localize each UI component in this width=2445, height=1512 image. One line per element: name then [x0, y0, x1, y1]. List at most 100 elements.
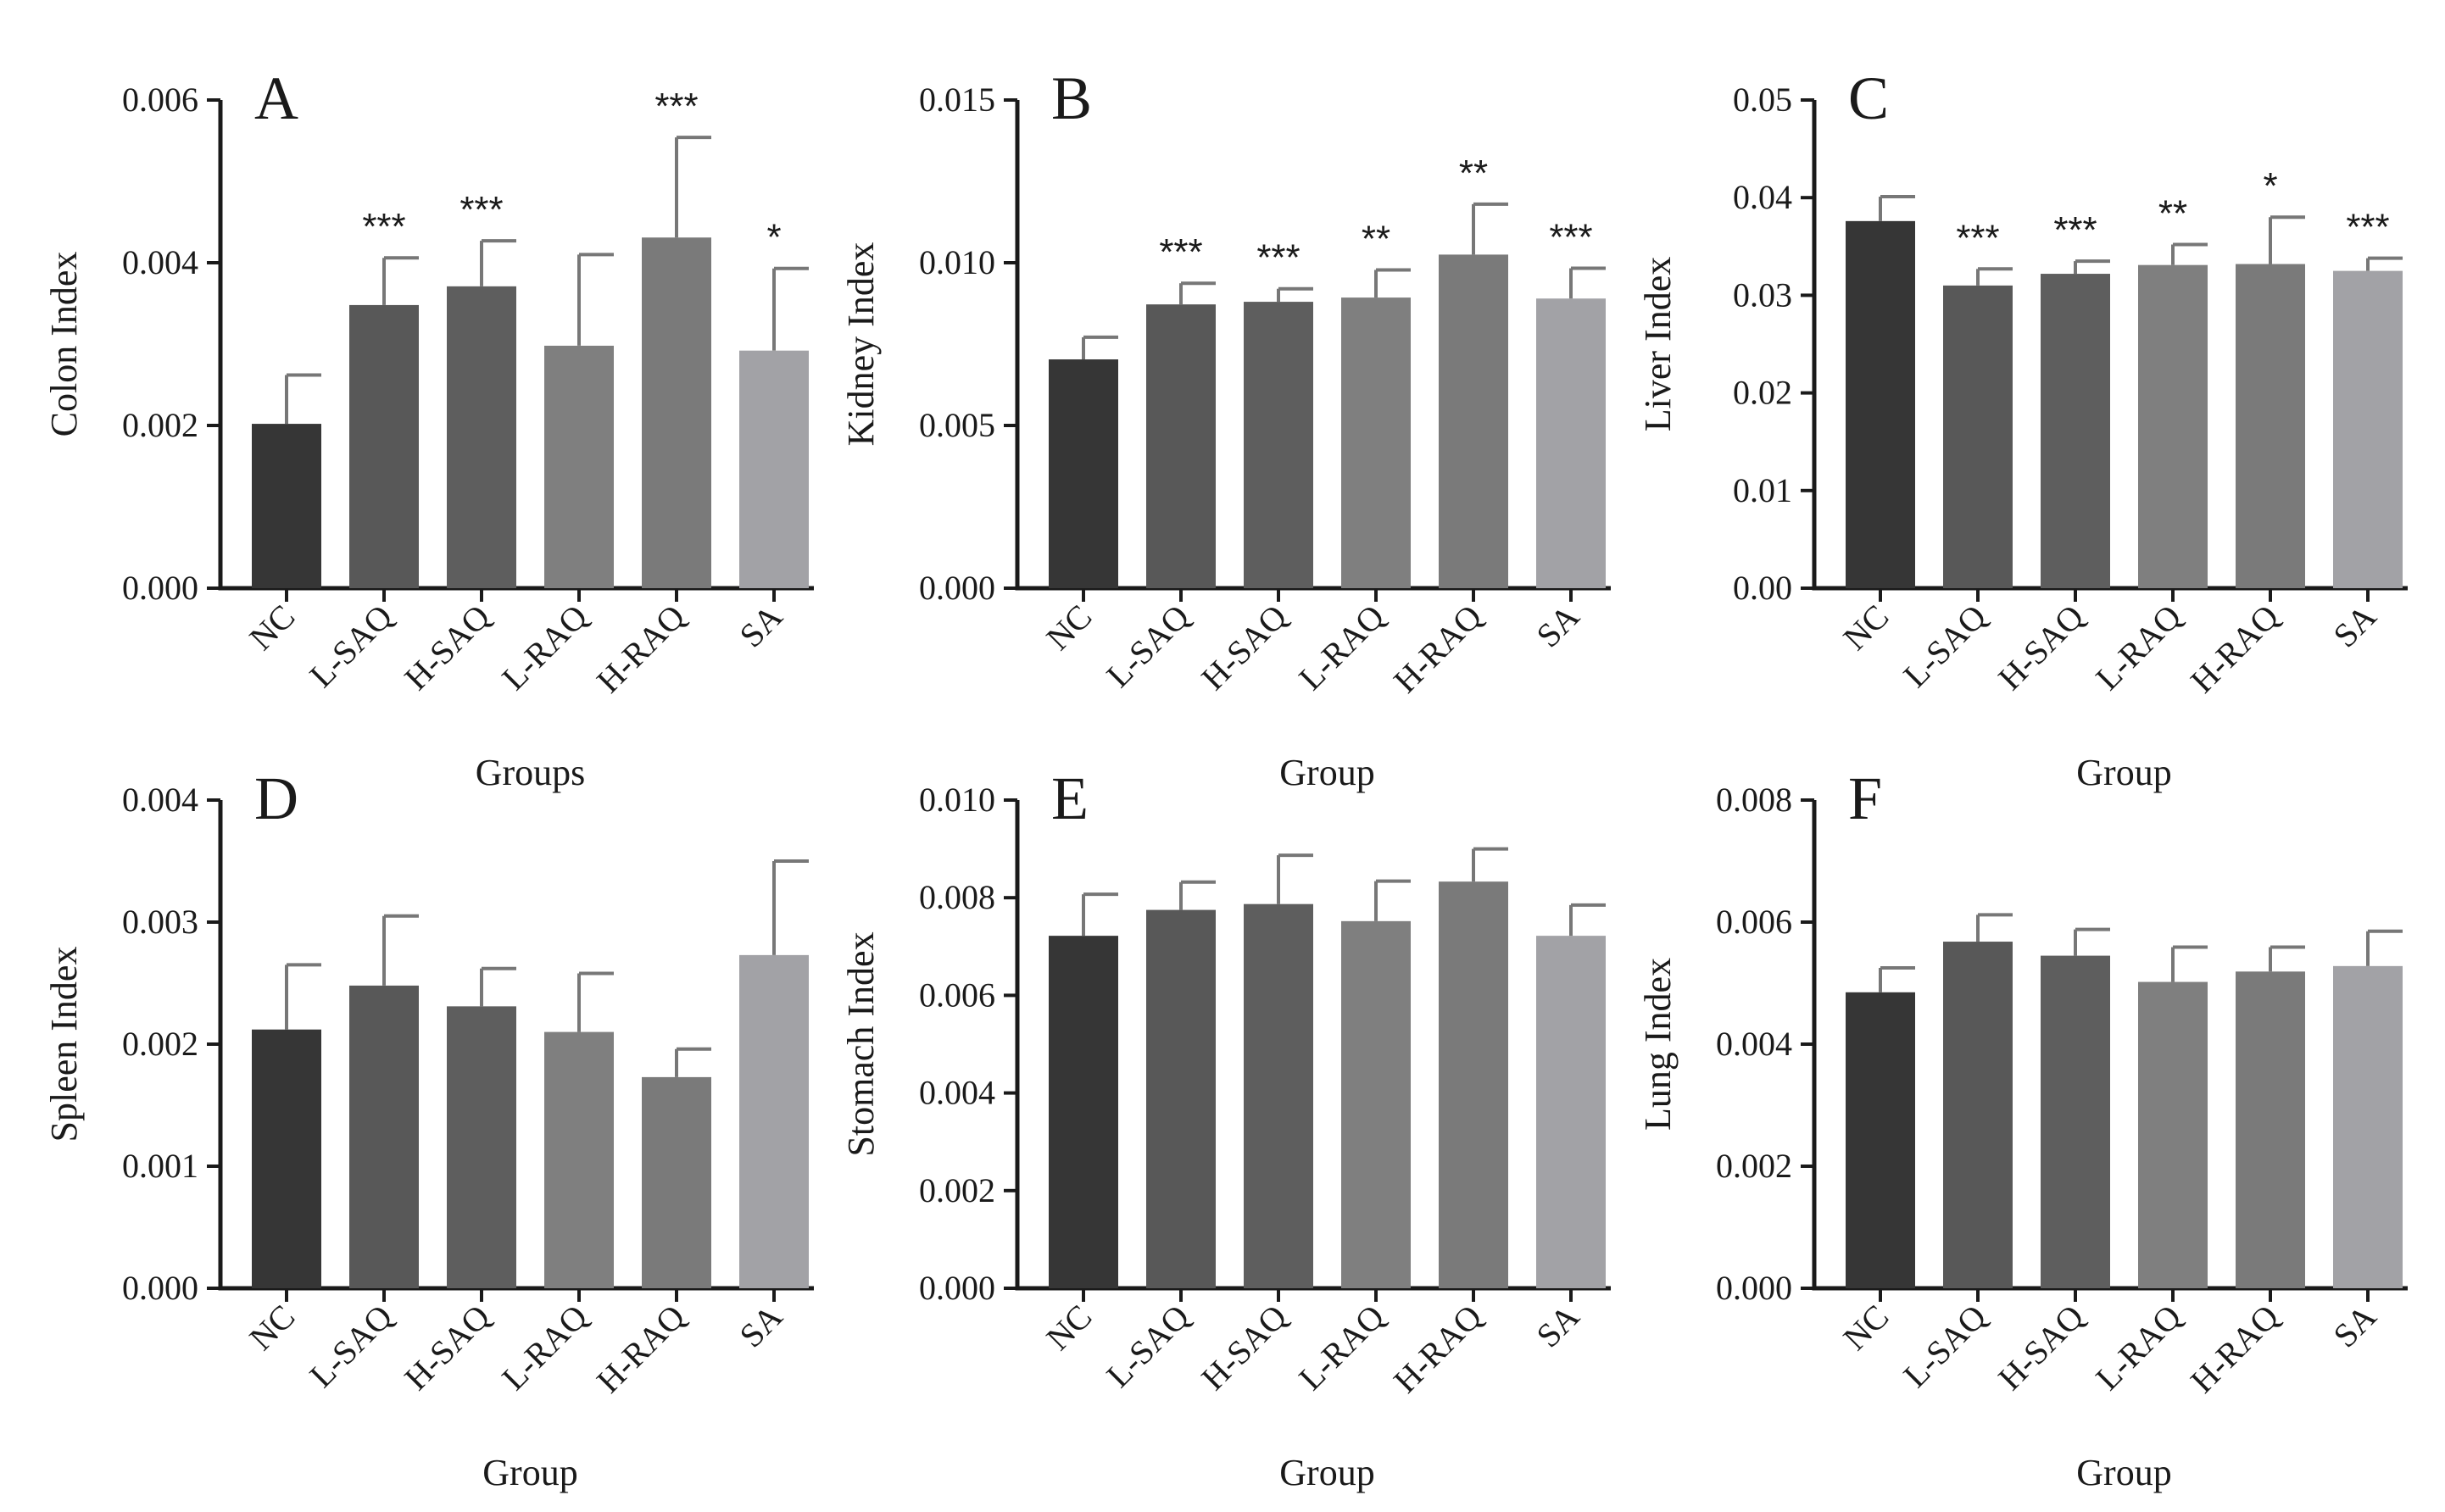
x-tick-label: L-RAQ: [494, 597, 594, 697]
bar-l-raq: [2138, 981, 2208, 1288]
panel-d: 0.000 0.001 0.002 0.003 0.004 NC L-SAQH-SAQL-R…: [43, 764, 814, 1493]
y-tick-label: 0.001: [122, 1147, 198, 1185]
panel-e: 0.000 0.002 0.004 0.006 0.008 0.010 NC L-SAQH-S…: [840, 764, 1611, 1493]
bar-l-raq: [1341, 297, 1411, 588]
y-axis-title: Colon Index: [43, 252, 85, 437]
x-tick-label: NC: [1039, 598, 1099, 658]
bar-nc: [1846, 220, 1915, 588]
bar-nc: [1049, 936, 1118, 1288]
bar-sa: [2333, 965, 2403, 1288]
significance-label: ***: [654, 86, 698, 127]
y-tick-label: 0.008: [1716, 781, 1792, 819]
x-tick-label: H-RAQ: [2183, 597, 2286, 699]
x-tick-label: H-SAQ: [1991, 597, 2091, 697]
bar-l-saq: [349, 304, 419, 588]
bar-nc: [1846, 992, 1915, 1288]
y-tick-label: 0.02: [1733, 374, 1792, 412]
x-axis-title: Groups: [476, 752, 586, 793]
x-tick-label: L-RAQ: [1291, 1297, 1391, 1397]
y-tick-label: 0.004: [919, 1074, 995, 1112]
y-tick-label: 0.002: [122, 406, 198, 444]
x-tick-label: L-SAQ: [302, 1297, 399, 1394]
y-axis-title: Kidney Index: [840, 242, 882, 447]
x-tick-label: L-SAQ: [1099, 1297, 1196, 1394]
x-tick-label: L-RAQ: [2088, 597, 2188, 697]
y-tick-label: 0.002: [919, 1171, 995, 1209]
y-tick-label: 0.004: [122, 781, 198, 819]
bar-nc: [1049, 359, 1118, 588]
x-tick-label: H-RAQ: [589, 1297, 692, 1399]
significance-label: ***: [2346, 207, 2389, 248]
x-tick-label: L-SAQ: [1896, 1297, 1993, 1394]
y-tick-label: 0.005: [919, 406, 995, 444]
y-tick-label: 0.006: [919, 976, 995, 1014]
x-tick-label: H-SAQ: [397, 1297, 497, 1397]
bar-l-raq: [2138, 264, 2208, 588]
x-tick-label: H-SAQ: [397, 597, 497, 697]
bar-nc: [252, 1029, 321, 1288]
bar-l-saq: [1943, 285, 2013, 588]
x-tick-label: L-RAQ: [494, 1297, 594, 1397]
x-tick-label: SA: [1529, 1297, 1586, 1354]
x-tick-label: NC: [1835, 1298, 1896, 1358]
y-tick-label: 0.000: [1716, 1269, 1792, 1307]
bar-l-saq: [1943, 942, 2013, 1288]
panel-letter: A: [254, 64, 298, 132]
bar-h-saq: [2041, 274, 2110, 588]
y-tick-label: 0.002: [1716, 1147, 1792, 1185]
y-tick-label: 0.002: [122, 1025, 198, 1063]
panel-letter: B: [1051, 64, 1092, 132]
y-tick-label: 0.015: [919, 81, 995, 119]
y-tick-label: 0.008: [919, 878, 995, 916]
y-axis-title: Liver Index: [1637, 257, 1679, 431]
y-tick-label: 0.010: [919, 243, 995, 281]
y-tick-label: 0.04: [1733, 178, 1792, 216]
panel-letter: C: [1848, 64, 1889, 132]
significance-label: ***: [1956, 217, 1999, 258]
bar-l-saq: [1146, 909, 1216, 1288]
x-tick-label: H-SAQ: [1194, 597, 1294, 697]
bar-sa: [1536, 936, 1606, 1288]
panel-letter: E: [1051, 764, 1089, 832]
x-tick-label: L-RAQ: [1291, 597, 1391, 697]
y-axis-title: Stomach Index: [840, 931, 882, 1156]
x-tick-label: L-SAQ: [1099, 597, 1196, 694]
bar-l-saq: [349, 985, 419, 1288]
significance-label: *: [2263, 165, 2277, 207]
bar-sa: [1536, 298, 1606, 588]
x-axis-title: Group: [1279, 752, 1374, 793]
significance-label: ***: [2053, 209, 2097, 251]
significance-label: *: [766, 217, 781, 258]
x-tick-label: SA: [732, 1297, 789, 1354]
y-tick-label: 0.03: [1733, 275, 1792, 314]
bar-sa: [2333, 270, 2403, 588]
significance-label: **: [1362, 218, 1390, 259]
bar-l-raq: [1341, 920, 1411, 1288]
bar-h-raq: [642, 237, 711, 588]
significance-label: **: [2158, 192, 2187, 234]
x-tick-label: L-RAQ: [2088, 1297, 2188, 1397]
bar-nc: [252, 424, 321, 588]
x-tick-label: L-SAQ: [1896, 597, 1993, 694]
bar-l-raq: [544, 345, 614, 588]
y-axis-title: Spleen Index: [43, 947, 85, 1142]
x-tick-label: H-RAQ: [1386, 1297, 1489, 1399]
x-axis-title: Group: [1279, 1452, 1374, 1493]
y-tick-label: 0.00: [1733, 569, 1792, 607]
significance-label: ***: [1256, 237, 1300, 279]
bar-h-raq: [2236, 264, 2305, 588]
y-tick-label: 0.006: [122, 81, 198, 119]
bar-h-raq: [1439, 254, 1508, 588]
y-tick-label: 0.006: [1716, 903, 1792, 941]
panel-b: 0.000 0.005 0.010 0.015 NC L-SAQ *** H-SAQ *** L-…: [840, 64, 1611, 793]
bar-l-raq: [544, 1031, 614, 1288]
x-tick-label: SA: [732, 597, 789, 654]
y-tick-label: 0.05: [1733, 81, 1792, 119]
bar-sa: [739, 954, 809, 1288]
x-tick-label: NC: [242, 598, 302, 658]
significance-label: ***: [459, 189, 503, 231]
x-axis-title: Group: [482, 1452, 577, 1493]
x-tick-label: SA: [1529, 597, 1586, 654]
